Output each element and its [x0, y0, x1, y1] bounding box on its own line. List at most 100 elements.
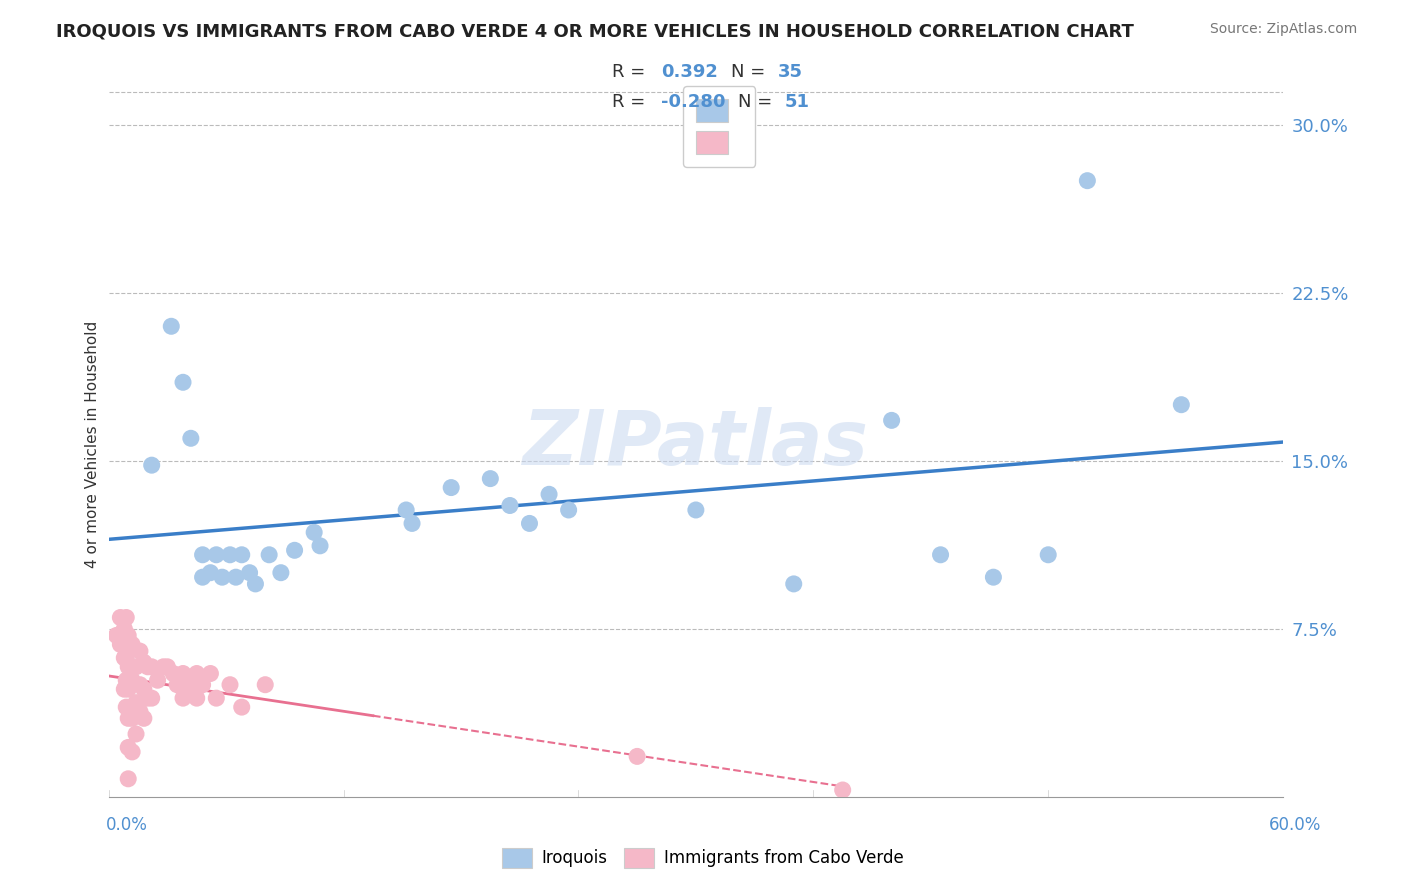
Legend: , : , [683, 86, 755, 167]
Point [112, 682, 135, 697]
Point [132, 656, 155, 670]
Point [191, 678, 214, 692]
Point [141, 660, 163, 674]
Point [136, 660, 159, 674]
Point [132, 682, 155, 697]
Point [160, 319, 183, 334]
Point [125, 660, 148, 674]
Point [172, 666, 194, 681]
Point [121, 637, 143, 651]
Point [191, 548, 214, 562]
Point [685, 503, 707, 517]
Point [162, 666, 184, 681]
Text: N =: N = [738, 93, 778, 112]
Point [112, 622, 135, 636]
Text: N =: N = [731, 62, 770, 81]
Point [1038, 548, 1060, 562]
Point [112, 650, 135, 665]
Point [152, 660, 174, 674]
Point [479, 472, 502, 486]
Point [401, 516, 423, 531]
Text: Source: ZipAtlas.com: Source: ZipAtlas.com [1209, 22, 1357, 37]
Point [519, 516, 541, 531]
Point [831, 783, 853, 797]
Point [1076, 174, 1098, 188]
Text: 60.0%: 60.0% [1270, 816, 1322, 834]
Point [219, 678, 242, 692]
Point [626, 749, 648, 764]
Point [117, 772, 139, 786]
Point [309, 539, 332, 553]
Point [225, 570, 247, 584]
Point [929, 548, 952, 562]
Point [395, 503, 418, 517]
Point [270, 566, 292, 580]
Point [257, 548, 280, 562]
Point [115, 650, 138, 665]
Point [129, 678, 152, 692]
Point [783, 577, 806, 591]
Point [115, 673, 138, 688]
Point [180, 678, 202, 692]
Point [115, 700, 138, 714]
Text: R =: R = [612, 93, 651, 112]
Point [302, 525, 325, 540]
Point [231, 548, 253, 562]
Point [219, 548, 242, 562]
Point [191, 570, 214, 584]
Text: R =: R = [612, 62, 651, 81]
Point [200, 666, 222, 681]
Point [1170, 398, 1192, 412]
Point [180, 431, 202, 445]
Point [983, 570, 1005, 584]
Point [132, 711, 155, 725]
Point [211, 570, 233, 584]
Point [121, 711, 143, 725]
Point [117, 628, 139, 642]
Point [205, 691, 228, 706]
Y-axis label: 4 or more Vehicles in Household: 4 or more Vehicles in Household [86, 320, 100, 567]
Text: -0.280: -0.280 [661, 93, 725, 112]
Point [499, 499, 522, 513]
Point [115, 610, 138, 624]
Point [254, 678, 277, 692]
Point [125, 696, 148, 710]
Point [125, 727, 148, 741]
Point [172, 376, 194, 390]
Text: 35: 35 [778, 62, 803, 81]
Point [880, 413, 903, 427]
Point [141, 458, 163, 472]
Point [186, 691, 208, 706]
Point [129, 644, 152, 658]
Point [117, 711, 139, 725]
Point [557, 503, 579, 517]
Point [538, 487, 561, 501]
Point [117, 682, 139, 697]
Point [205, 548, 228, 562]
Text: IROQUOIS VS IMMIGRANTS FROM CABO VERDE 4 OR MORE VEHICLES IN HOUSEHOLD CORRELATI: IROQUOIS VS IMMIGRANTS FROM CABO VERDE 4… [56, 22, 1135, 40]
Point [200, 566, 222, 580]
Text: 0.392: 0.392 [661, 62, 717, 81]
Point [121, 673, 143, 688]
Point [186, 666, 208, 681]
Point [440, 481, 463, 495]
Point [110, 610, 132, 624]
Point [146, 673, 169, 688]
Point [245, 577, 267, 591]
Point [117, 660, 139, 674]
Text: ZIPatlas: ZIPatlas [523, 407, 869, 481]
Point [136, 691, 159, 706]
Point [284, 543, 307, 558]
Point [121, 745, 143, 759]
Point [231, 700, 253, 714]
Point [156, 660, 179, 674]
Point [239, 566, 262, 580]
Text: 51: 51 [785, 93, 810, 112]
Point [172, 691, 194, 706]
Point [105, 628, 128, 642]
Point [166, 678, 188, 692]
Point [117, 740, 139, 755]
Point [129, 705, 152, 719]
Point [110, 637, 132, 651]
Legend: Iroquois, Immigrants from Cabo Verde: Iroquois, Immigrants from Cabo Verde [495, 841, 911, 875]
